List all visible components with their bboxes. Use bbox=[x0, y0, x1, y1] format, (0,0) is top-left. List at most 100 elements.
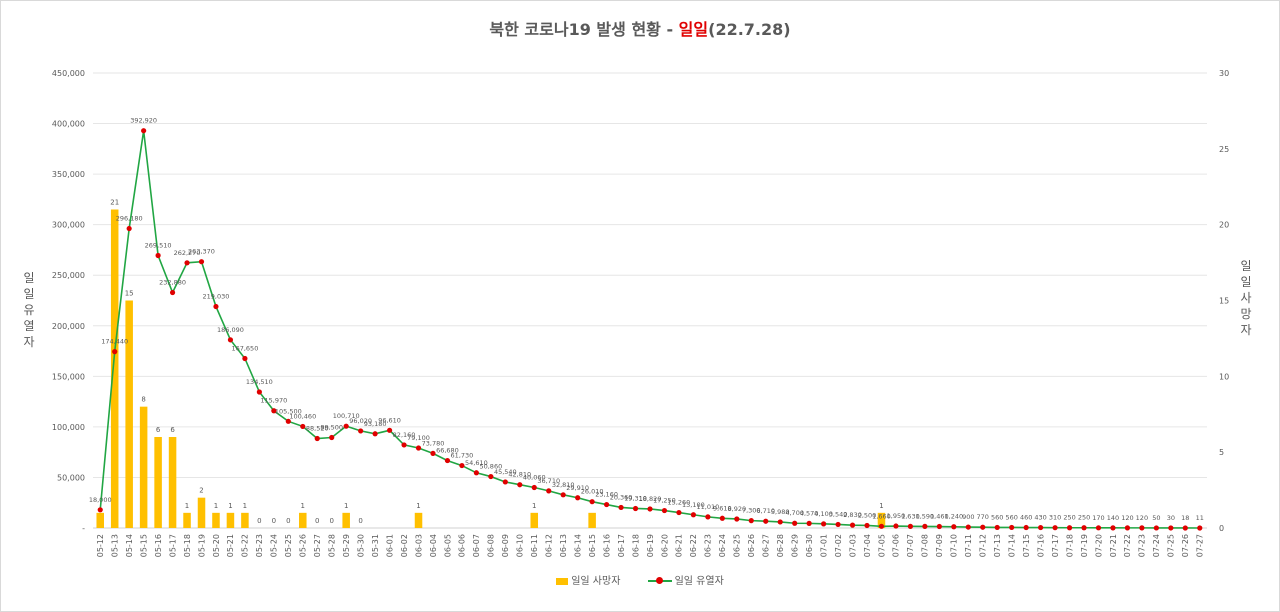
bar bbox=[877, 512, 886, 528]
line-data-label: 219,030 bbox=[203, 293, 230, 301]
x-tick-label: 07-27 bbox=[1196, 534, 1205, 557]
x-tick-label: 06-04 bbox=[429, 534, 438, 557]
legend-label-deaths: 일일 사망자 bbox=[571, 576, 621, 587]
line-point bbox=[922, 523, 928, 529]
line-point bbox=[705, 514, 711, 520]
left-axis-title: 일일 유열자 bbox=[23, 271, 35, 349]
line-data-label: 88,520 bbox=[306, 424, 329, 432]
x-tick-label: 07-11 bbox=[964, 534, 973, 557]
line-point bbox=[343, 423, 349, 429]
line-point bbox=[459, 462, 465, 469]
line-point bbox=[951, 524, 957, 530]
line-point bbox=[589, 499, 595, 505]
line-point bbox=[965, 524, 971, 530]
x-tick-label: 06-08 bbox=[487, 534, 496, 557]
line-point bbox=[329, 434, 335, 441]
x-tick-label: 06-06 bbox=[458, 534, 467, 557]
line-data-label: 1,660 bbox=[872, 512, 891, 520]
bar bbox=[110, 209, 119, 528]
line-point bbox=[1124, 525, 1131, 531]
line-data-label: 232,880 bbox=[159, 279, 186, 287]
line-point bbox=[1153, 525, 1159, 531]
x-tick-label: 06-13 bbox=[559, 534, 568, 557]
bar-data-label: 1 bbox=[344, 502, 348, 510]
bar-data-label: 0 bbox=[358, 517, 362, 525]
x-tick-label: 05-24 bbox=[270, 534, 279, 557]
bar bbox=[183, 512, 191, 528]
line-data-label: 11,010 bbox=[696, 503, 719, 511]
bar-data-label: 0 bbox=[272, 517, 276, 525]
line-data-label: 50,860 bbox=[479, 463, 502, 471]
line-point bbox=[849, 522, 856, 528]
bar-data-label: 0 bbox=[315, 517, 319, 525]
line-point bbox=[835, 521, 841, 528]
line-data-label: 18,000 bbox=[89, 496, 112, 504]
line-point bbox=[1052, 525, 1058, 531]
line-point bbox=[690, 512, 697, 518]
x-tick-label: 05-28 bbox=[328, 534, 337, 557]
line-point bbox=[213, 303, 219, 310]
line-data-label: 32,810 bbox=[552, 481, 575, 489]
x-tick-label: 06-05 bbox=[443, 534, 452, 557]
line-point bbox=[661, 507, 668, 514]
line-point bbox=[936, 523, 942, 530]
line-data-label: 66,680 bbox=[436, 447, 459, 455]
x-tick-label: 05-15 bbox=[139, 534, 148, 557]
x-tick-label: 05-25 bbox=[284, 534, 293, 557]
line-data-label: 167,650 bbox=[231, 344, 258, 352]
line-data-label: 11 bbox=[1196, 514, 1204, 522]
line-point bbox=[980, 524, 986, 530]
legend-swatch-bar bbox=[556, 577, 569, 585]
x-tick-label: 07-10 bbox=[950, 534, 959, 557]
x-tick-label: 06-02 bbox=[400, 534, 409, 557]
x-tick-label: 07-13 bbox=[993, 534, 1002, 557]
line-data-label: 560 bbox=[991, 513, 1003, 521]
x-tick-label: 06-23 bbox=[704, 534, 713, 557]
line-data-label: 900 bbox=[962, 513, 974, 521]
x-tick-label: 05-17 bbox=[168, 534, 177, 557]
x-tick-label: 06-28 bbox=[776, 534, 785, 557]
line-data-label: 45,540 bbox=[494, 468, 517, 476]
line-point bbox=[1081, 525, 1087, 531]
line-point bbox=[1168, 525, 1174, 531]
line-point bbox=[300, 423, 306, 430]
bar-data-label: 1 bbox=[228, 502, 232, 510]
line-point bbox=[531, 484, 537, 491]
line-point bbox=[386, 427, 393, 433]
line-point bbox=[227, 337, 234, 343]
line-data-label: 1,460 bbox=[930, 513, 949, 521]
line-data-label: 134,510 bbox=[246, 378, 273, 386]
line-data-label: 250 bbox=[1078, 514, 1090, 522]
left-tick-label: - bbox=[82, 524, 85, 533]
line-data-label: 4,100 bbox=[814, 510, 833, 518]
x-tick-label: 07-18 bbox=[1065, 534, 1074, 557]
x-tick-label: 05-20 bbox=[212, 534, 221, 557]
title-prefix: 북한 코로나19 발생 현황 - bbox=[489, 20, 679, 39]
line-point bbox=[719, 515, 725, 521]
x-tick-label: 05-31 bbox=[371, 534, 380, 557]
left-tick-label: 100,000 bbox=[52, 423, 85, 432]
line-data-label: 26,010 bbox=[581, 488, 604, 496]
line-point bbox=[502, 479, 508, 485]
x-tick-label: 06-22 bbox=[689, 534, 698, 557]
line-point bbox=[763, 518, 769, 524]
left-tick-label: 350,000 bbox=[52, 170, 85, 179]
line-data-label: 61,730 bbox=[451, 452, 474, 460]
x-tick-label: 07-06 bbox=[892, 534, 901, 557]
line-data-label: 3,540 bbox=[829, 510, 848, 518]
x-tick-label: 05-21 bbox=[226, 534, 235, 557]
line-data-label: 42,810 bbox=[508, 471, 531, 479]
line-point bbox=[734, 516, 740, 522]
legend-label-fever: 일일 유열자 bbox=[674, 576, 724, 587]
bar bbox=[139, 406, 148, 528]
x-tick-label: 05-19 bbox=[197, 534, 206, 557]
bar-data-label: 6 bbox=[170, 426, 175, 434]
right-tick-label: 15 bbox=[1219, 297, 1229, 306]
line-data-label: 23,160 bbox=[595, 491, 618, 499]
line-data-label: 6,710 bbox=[756, 507, 775, 515]
legend: 일일 사망자 일일 유열자 bbox=[0, 572, 1280, 587]
left-tick-label: 250,000 bbox=[52, 271, 85, 280]
line-point bbox=[864, 522, 870, 529]
x-tick-label: 06-29 bbox=[790, 534, 799, 557]
line-data-label: 17,250 bbox=[653, 497, 676, 505]
